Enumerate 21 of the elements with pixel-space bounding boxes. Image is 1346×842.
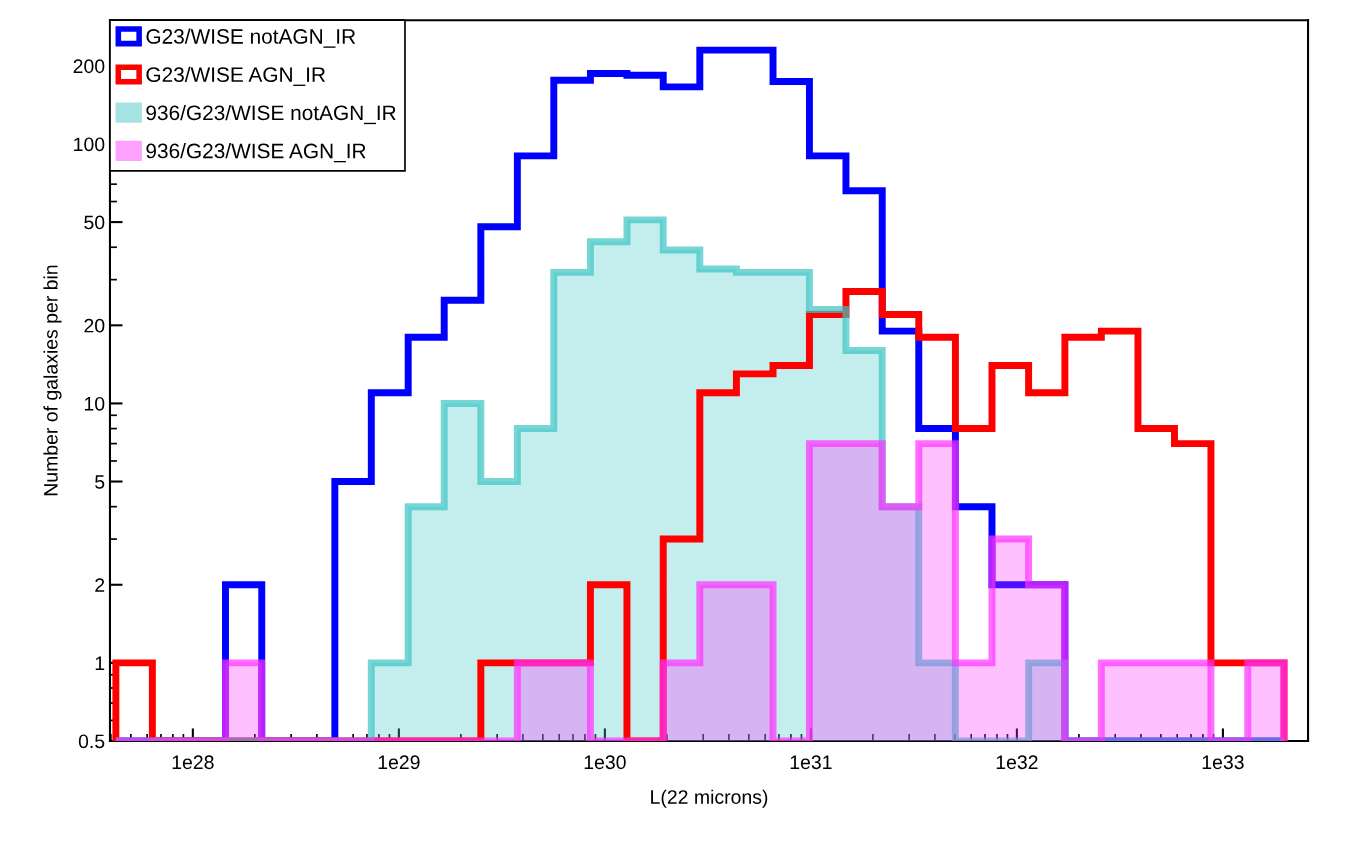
y-tick-label: 200 <box>73 59 105 74</box>
y-tick-label: 1 <box>95 656 105 670</box>
legend-label: 936/G23/WISE AGN_IR <box>146 143 366 163</box>
y-tick-label: 2 <box>95 578 105 592</box>
x-axis-title: L(22 microns) <box>651 789 768 808</box>
y-tick-label: 100 <box>74 137 105 152</box>
x-tick-label: 1e29 <box>378 755 420 770</box>
y-tick-label: 20 <box>84 318 105 333</box>
x-tick-label: 1e30 <box>584 755 626 770</box>
x-tick-label: 1e33 <box>1202 755 1244 770</box>
y-tick-label: 5 <box>95 475 105 489</box>
legend-label: 936/G23/WISE notAGN_IR <box>146 104 396 125</box>
y-tick-label: 10 <box>84 396 105 411</box>
x-tick-label: 1e32 <box>996 755 1038 770</box>
y-tick-label: 50 <box>84 215 105 230</box>
x-tick-label: 1e31 <box>790 755 832 770</box>
legend-label: G23/WISE AGN_IR <box>146 66 326 86</box>
legend-label: G23/WISE notAGN_IR <box>146 28 356 48</box>
x-tick-label: 1e28 <box>172 755 214 770</box>
y-axis-title: Number of galaxies per bin <box>43 265 62 496</box>
y-tick-label: 0.5 <box>78 734 105 749</box>
